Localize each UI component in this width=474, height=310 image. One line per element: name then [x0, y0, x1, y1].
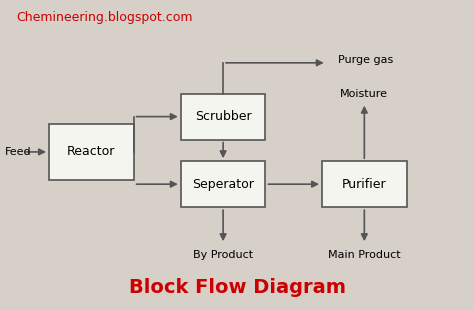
FancyBboxPatch shape: [181, 94, 265, 140]
FancyBboxPatch shape: [181, 161, 265, 207]
Text: Moisture: Moisture: [340, 89, 388, 99]
Text: Scrubber: Scrubber: [195, 110, 251, 123]
Text: Chemineering.blogspot.com: Chemineering.blogspot.com: [16, 11, 192, 24]
Text: Feed: Feed: [5, 147, 32, 157]
Text: Seperator: Seperator: [192, 178, 254, 191]
Text: By Product: By Product: [193, 250, 253, 260]
Text: Purge gas: Purge gas: [338, 55, 394, 65]
Text: Reactor: Reactor: [67, 145, 116, 158]
Text: Main Product: Main Product: [328, 250, 401, 260]
FancyBboxPatch shape: [322, 161, 407, 207]
Text: Purifier: Purifier: [342, 178, 387, 191]
FancyBboxPatch shape: [49, 124, 134, 179]
Text: Block Flow Diagram: Block Flow Diagram: [129, 278, 346, 297]
